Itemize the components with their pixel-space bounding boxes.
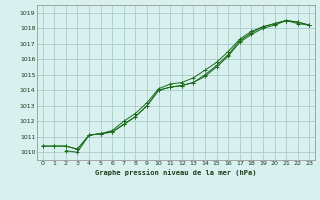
- X-axis label: Graphe pression niveau de la mer (hPa): Graphe pression niveau de la mer (hPa): [95, 169, 257, 176]
